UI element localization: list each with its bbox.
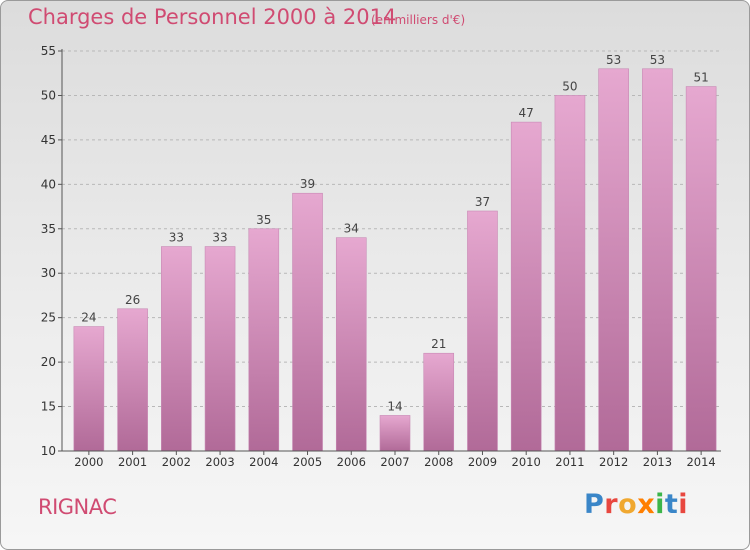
bar-2012 — [598, 68, 629, 452]
y-tick-label: 15 — [41, 400, 56, 414]
bar-2013 — [642, 68, 673, 452]
bar-2008 — [423, 352, 455, 452]
logo-letter: o — [618, 489, 638, 520]
logo-letter: r — [604, 489, 619, 520]
commune-name: RIGNAC — [38, 495, 117, 519]
y-tick-label: 25 — [41, 311, 56, 325]
value-label: 21 — [431, 337, 446, 351]
bar-2010 — [510, 121, 542, 452]
y-tick-label: 20 — [41, 355, 56, 369]
y-tick-label: 35 — [41, 222, 56, 236]
logo-letter: x — [637, 489, 656, 520]
x-tick-label: 2000 — [74, 455, 103, 469]
x-tick-label: 2012 — [599, 455, 628, 469]
chart-subtitle: (en milliers d'€) — [371, 13, 466, 27]
value-label: 51 — [693, 71, 708, 85]
x-tick-label: 2001 — [118, 455, 147, 469]
x-tick-label: 2014 — [686, 455, 715, 469]
value-label: 33 — [169, 231, 184, 245]
value-label: 39 — [300, 177, 315, 191]
value-label: 26 — [125, 293, 140, 307]
y-tick-label: 55 — [41, 44, 56, 58]
x-tick-label: 2005 — [293, 455, 322, 469]
value-labels: 24 26 33 33 35 39 34 14 21 37 47 50 53 53 51 — [81, 53, 709, 414]
value-label: 34 — [344, 222, 359, 236]
bar-2003 — [204, 246, 236, 452]
value-label: 24 — [81, 311, 96, 325]
value-label: 33 — [212, 231, 227, 245]
x-tick-label: 2006 — [337, 455, 366, 469]
x-tick-label: 2013 — [643, 455, 672, 469]
value-label: 35 — [256, 213, 271, 227]
x-tick-label: 2003 — [205, 455, 234, 469]
value-label: 47 — [519, 106, 534, 120]
y-tick-label: 45 — [41, 133, 56, 147]
logo-letter: t — [664, 489, 679, 520]
value-label: 53 — [606, 53, 621, 67]
bar-2004 — [248, 228, 280, 452]
bar-2011 — [554, 95, 586, 452]
bar-2000 — [73, 326, 105, 452]
logo-letter: i — [655, 489, 665, 520]
axes: 10 15 20 25 30 35 40 45 50 55 2000 2001 2002 2003 2004… — [41, 44, 721, 469]
y-tick-label: 50 — [41, 88, 56, 102]
bar-2014 — [685, 86, 717, 452]
x-tick-label: 2011 — [555, 455, 584, 469]
y-tick-label: 10 — [41, 444, 56, 458]
bar-2009 — [467, 210, 498, 452]
logo-letter: P — [584, 489, 605, 520]
value-label: 53 — [650, 53, 665, 67]
y-tick-label: 40 — [41, 177, 56, 191]
x-tick-label: 2009 — [468, 455, 497, 469]
bar-2001 — [117, 308, 148, 452]
bar-2005 — [292, 192, 323, 452]
bars — [73, 68, 717, 452]
bar-2006 — [335, 237, 367, 452]
value-label: 50 — [562, 79, 577, 93]
value-label: 37 — [475, 195, 490, 209]
logo-letter: i — [678, 489, 689, 520]
proxiti-logo[interactable]: Proxiti — [584, 489, 688, 520]
chart-title: Charges de Personnel 2000 à 2014 — [28, 5, 397, 29]
x-tick-label: 2004 — [249, 455, 278, 469]
x-tick-label: 2002 — [162, 455, 191, 469]
value-label: 14 — [387, 399, 402, 413]
x-tick-label: 2008 — [424, 455, 453, 469]
y-tick-label: 30 — [41, 266, 56, 280]
bar-2007 — [379, 415, 411, 452]
x-tick-label: 2007 — [380, 455, 409, 469]
x-tick-label: 2010 — [512, 455, 541, 469]
bar-2002 — [161, 246, 192, 452]
